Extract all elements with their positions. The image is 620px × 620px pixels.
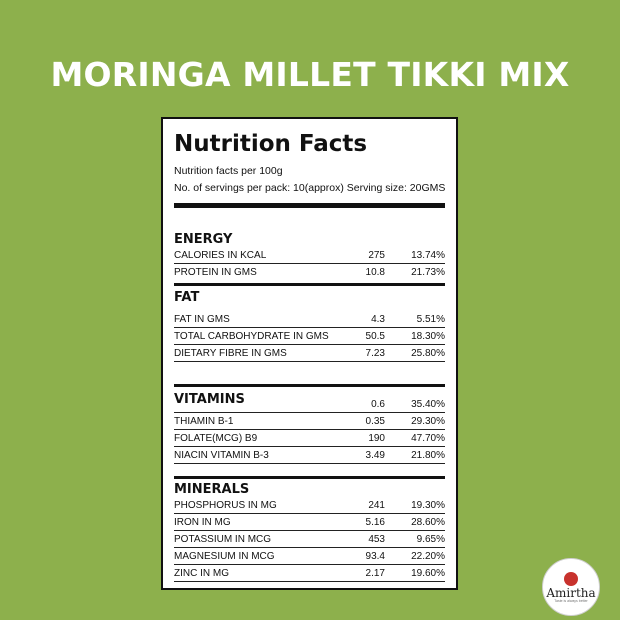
divider — [174, 283, 445, 286]
table-row: NIACIN VITAMIN B-3 3.49 21.80% — [174, 447, 445, 464]
nutrient-name: CALORIES IN KCAL — [174, 249, 267, 261]
nutrient-value: 0.6 — [371, 398, 385, 410]
divider — [174, 384, 445, 387]
nutrient-name: PHOSPHORUS IN MG — [174, 499, 277, 511]
nutrient-value: 2.17 — [365, 567, 385, 579]
nutrient-name: POTASSIUM IN MCG — [174, 533, 272, 545]
nutrient-name: MAGNESIUM IN MCG — [174, 550, 275, 562]
daily-value-percent: 5.51% — [416, 313, 445, 325]
nutrient-value: 190 — [368, 432, 385, 444]
daily-value-percent: 35.40% — [411, 398, 445, 410]
daily-value-percent: 21.73% — [411, 266, 445, 278]
table-row: CALORIES IN KCAL 275 13.74% — [174, 247, 445, 264]
daily-value-percent: 13.74% — [411, 249, 445, 261]
daily-value-percent: 21.80% — [411, 449, 445, 461]
energy-rows: CALORIES IN KCAL 275 13.74% PROTEIN IN GMS… — [174, 247, 445, 280]
table-row: MAGNESIUM IN MCG 93.4 22.20% — [174, 548, 445, 565]
amirtha-logo: Amirtha Taste is always better — [542, 558, 600, 616]
table-row: THIAMIN B-1 0.35 29.30% — [174, 413, 445, 430]
daily-value-percent: 47.70% — [411, 432, 445, 444]
product-title: MORINGA MILLET TIKKI MIX — [50, 55, 570, 94]
table-row: PROTEIN IN GMS 10.8 21.73% — [174, 264, 445, 280]
nutrient-value: 0.35 — [365, 415, 385, 427]
nutrient-name: THIAMIN B-1 — [174, 415, 234, 427]
nutrient-value: 7.23 — [365, 347, 385, 359]
nutrient-value: 50.5 — [365, 330, 385, 342]
fat-rows: FAT IN GMS 4.3 5.51% TOTAL CARBOHYDRATE IN… — [174, 311, 445, 362]
nutrient-name: IRON IN MG — [174, 516, 231, 528]
daily-value-percent: 29.30% — [411, 415, 445, 427]
vitamins-rows: VITAMINS 0.6 35.40% THIAMIN B-1 0.35 29.30%… — [174, 392, 445, 464]
logo-mark-icon — [564, 571, 578, 586]
table-row: PHOSPHORUS IN MG 241 19.30% — [174, 497, 445, 514]
daily-value-percent: 19.60% — [411, 567, 445, 579]
energy-heading: ENERGY — [174, 232, 233, 247]
nutrient-name: FOLATE(MCG) B9 — [174, 432, 258, 444]
table-row: ZINC IN MG 2.17 19.60% — [174, 565, 445, 582]
table-row: VITAMINS 0.6 35.40% — [174, 392, 445, 413]
nutrient-name: ZINC IN MG — [174, 567, 229, 579]
nutrient-value: 10.8 — [365, 266, 385, 278]
nutrient-value: 3.49 — [365, 449, 385, 461]
daily-value-percent: 18.30% — [411, 330, 445, 342]
fat-heading: FAT — [174, 290, 200, 305]
nutrient-name: FAT IN GMS — [174, 313, 230, 325]
daily-value-percent: 9.65% — [416, 533, 445, 545]
vitamins-heading: VITAMINS — [174, 392, 245, 407]
minerals-heading: MINERALS — [174, 482, 250, 497]
table-row: DIETARY FIBRE IN GMS 7.23 25.80% — [174, 345, 445, 362]
daily-value-percent: 28.60% — [411, 516, 445, 528]
nutrient-value: 5.16 — [365, 516, 385, 528]
nutrient-value: 4.3 — [371, 313, 385, 325]
nutrient-value: 93.4 — [365, 550, 385, 562]
logo-tagline: Taste is always better — [554, 598, 588, 603]
table-row: POTASSIUM IN MCG 453 9.65% — [174, 531, 445, 548]
daily-value-percent: 25.80% — [411, 347, 445, 359]
nutrition-facts-title: Nutrition Facts — [174, 131, 368, 157]
table-row: TOTAL CARBOHYDRATE IN GMS 50.5 18.30% — [174, 328, 445, 345]
nutrient-value: 241 — [368, 499, 385, 511]
nutrient-value: 453 — [368, 533, 385, 545]
nutrition-panel: Nutrition Facts Nutrition facts per 100g… — [161, 117, 458, 590]
serving-info: Nutrition facts per 100g No. of servings… — [174, 163, 445, 197]
per-100g-line: Nutrition facts per 100g — [174, 165, 283, 177]
divider — [174, 203, 445, 208]
nutrient-value: 275 — [368, 249, 385, 261]
table-row: FOLATE(MCG) B9 190 47.70% — [174, 430, 445, 447]
nutrient-name: DIETARY FIBRE IN GMS — [174, 347, 287, 359]
nutrient-name: PROTEIN IN GMS — [174, 266, 257, 278]
daily-value-percent: 19.30% — [411, 499, 445, 511]
daily-value-percent: 22.20% — [411, 550, 445, 562]
nutrient-name: TOTAL CARBOHYDRATE IN GMS — [174, 330, 329, 342]
minerals-rows: PHOSPHORUS IN MG 241 19.30% IRON IN MG 5.16… — [174, 497, 445, 582]
nutrient-name: NIACIN VITAMIN B-3 — [174, 449, 269, 461]
servings-line: No. of servings per pack: 10(approx) Ser… — [174, 182, 446, 194]
table-row: FAT IN GMS 4.3 5.51% — [174, 311, 445, 328]
table-row: IRON IN MG 5.16 28.60% — [174, 514, 445, 531]
divider — [174, 476, 445, 479]
logo-wordmark: Amirtha — [546, 585, 596, 600]
